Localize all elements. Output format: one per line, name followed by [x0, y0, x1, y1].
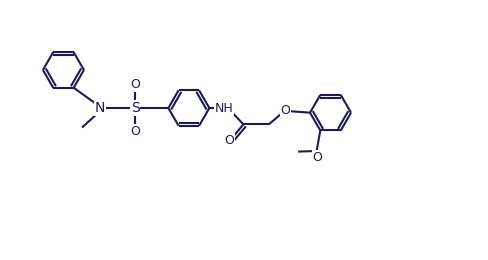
Text: N: N: [95, 101, 105, 115]
Text: S: S: [131, 101, 140, 115]
Text: O: O: [224, 134, 234, 147]
Text: NH: NH: [215, 102, 233, 115]
Text: O: O: [281, 104, 290, 117]
Text: O: O: [130, 125, 140, 138]
Text: O: O: [130, 78, 140, 91]
Text: O: O: [312, 151, 322, 164]
